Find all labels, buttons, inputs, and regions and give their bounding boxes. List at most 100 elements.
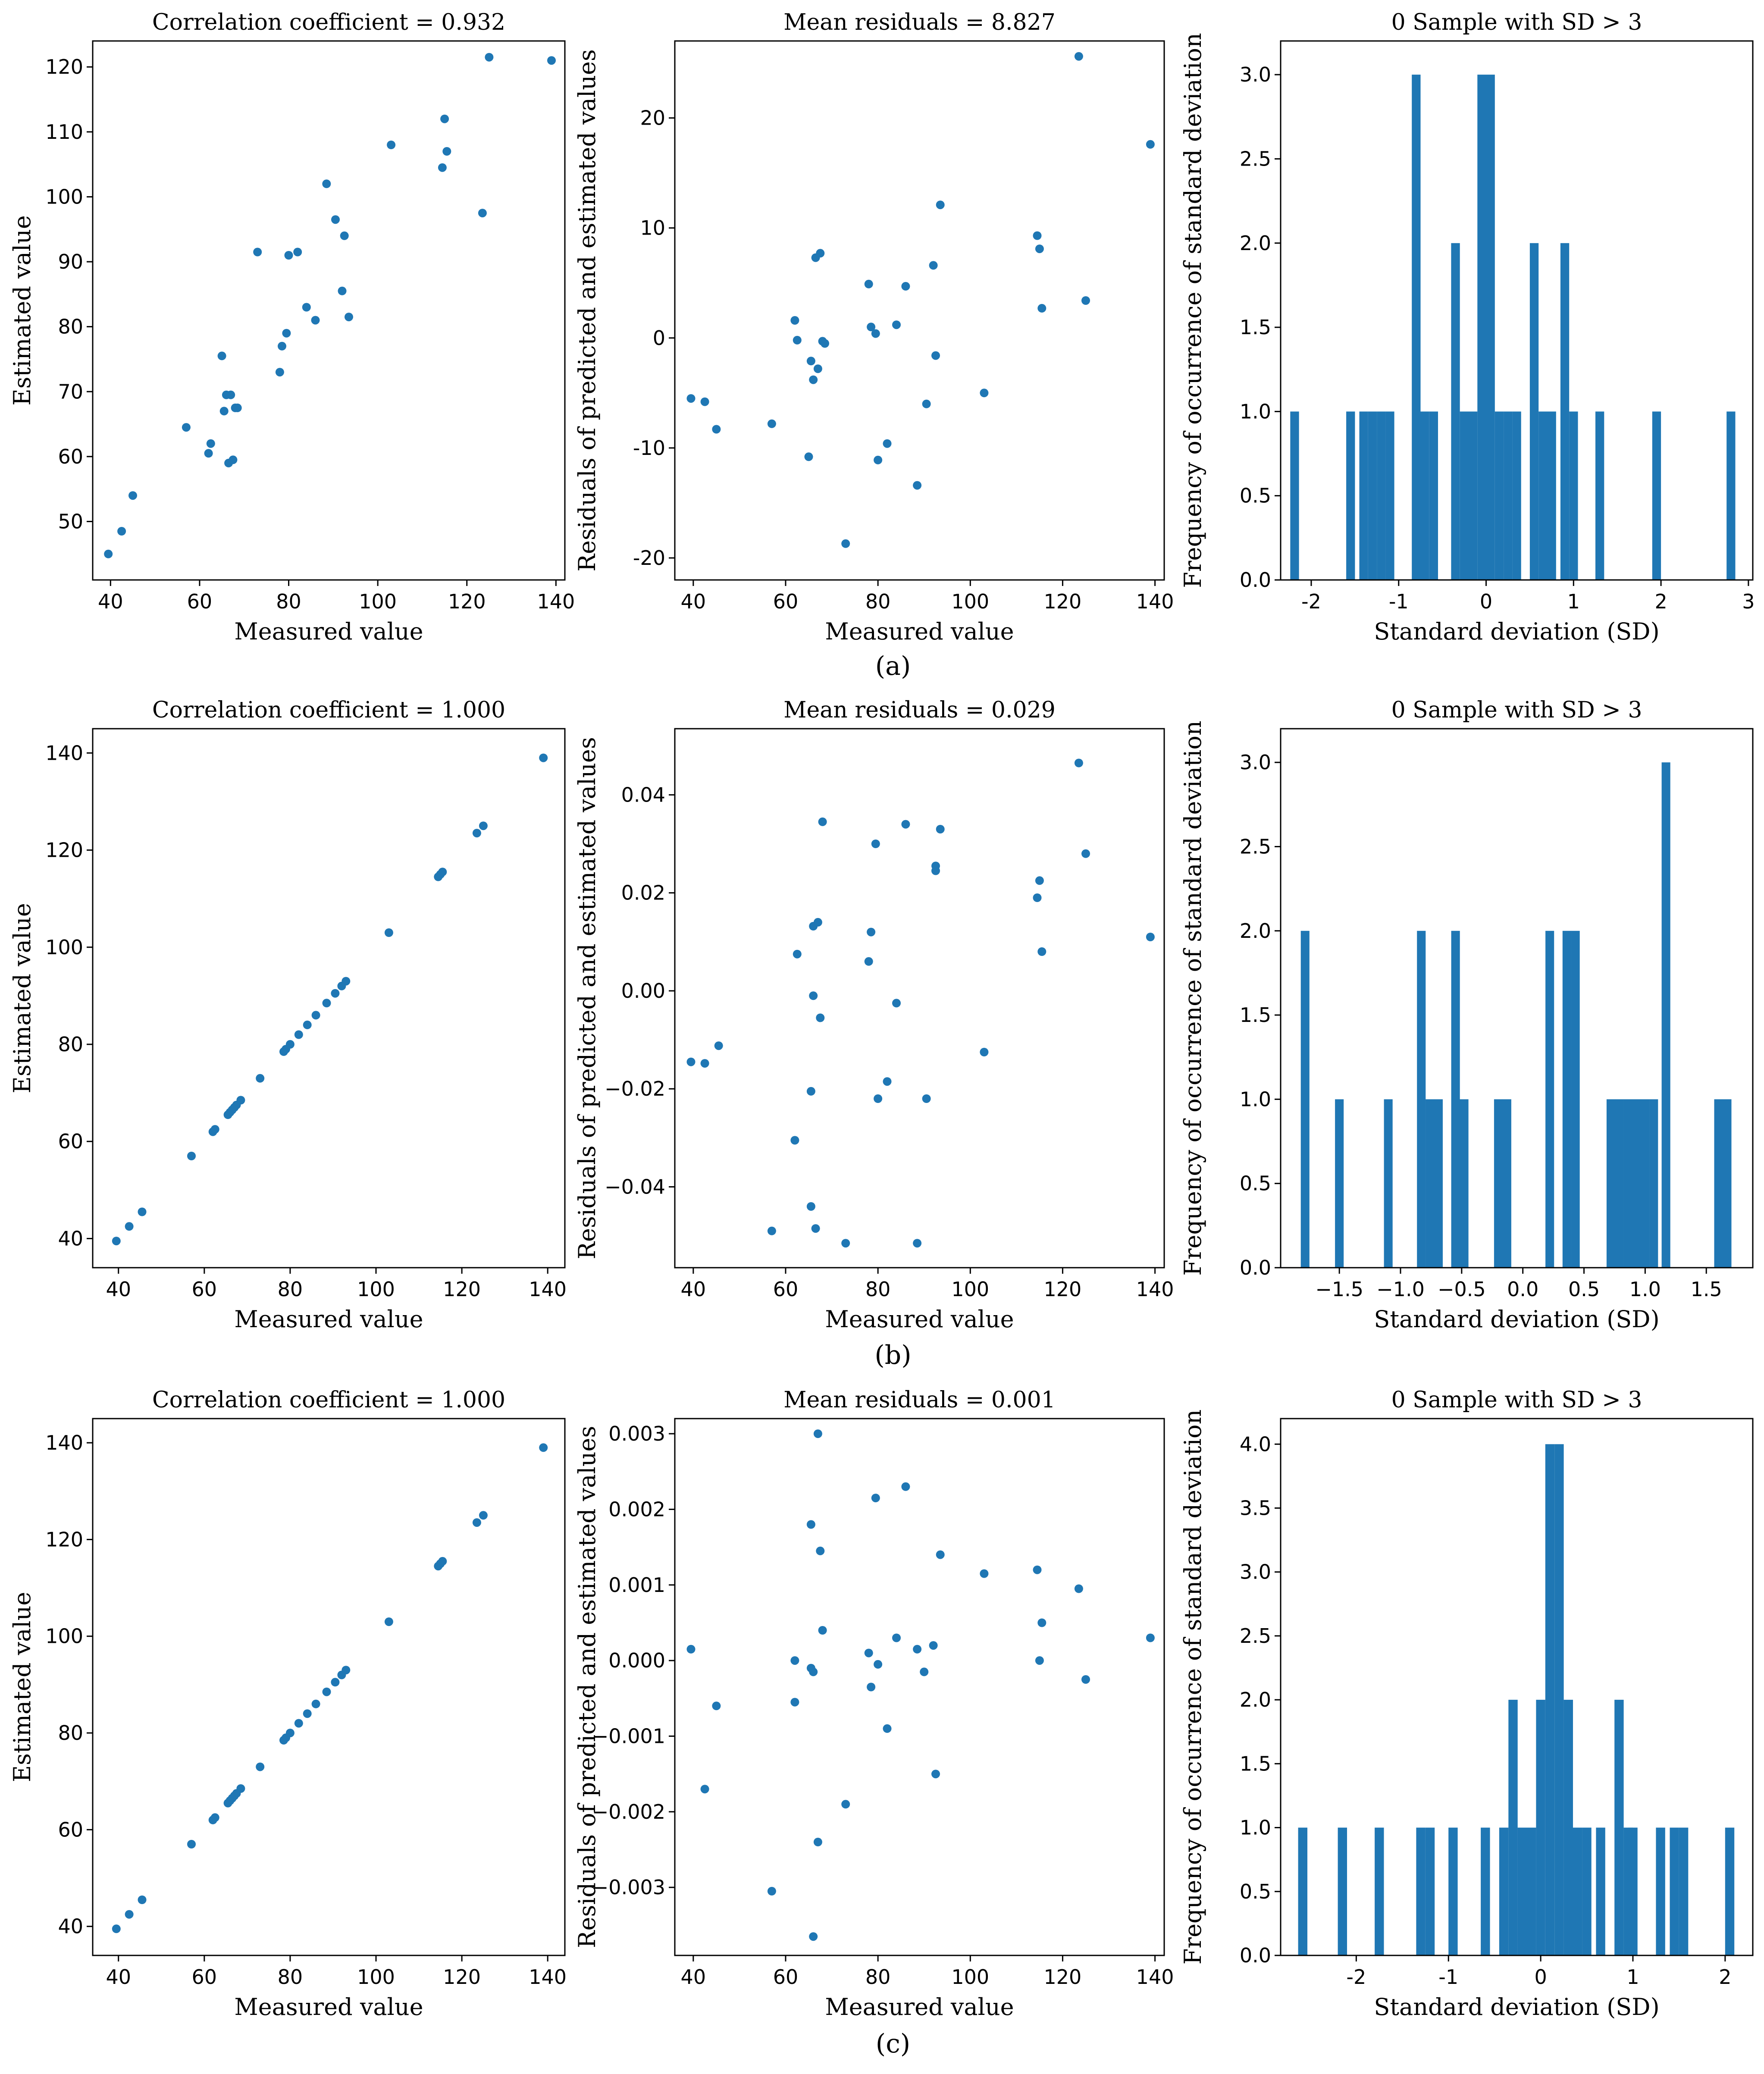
a-hist-xtick-label: 1 <box>1567 590 1580 613</box>
a-scatter-ytick-label: 70 <box>58 380 83 403</box>
b-hist-bar <box>1562 930 1571 1268</box>
a-resid-point <box>936 201 945 210</box>
a-hist-bar <box>1368 411 1377 580</box>
c-scatter-point <box>187 1840 196 1848</box>
b-scatter-xtick-label: 120 <box>443 1278 481 1301</box>
b-scatter-point <box>331 989 340 998</box>
c-resid-point <box>818 1626 827 1635</box>
b-resid-point <box>806 1202 815 1211</box>
a-resid-ytick-label: 10 <box>640 216 665 240</box>
b-hist-frame <box>1280 728 1754 1269</box>
a-scatter-point <box>282 329 291 338</box>
c-scatter-point <box>285 1729 295 1738</box>
c-hist-ytick-label: 0.5 <box>1240 1880 1271 1903</box>
c-scatter-point <box>331 1678 340 1687</box>
b-resid-xtick-label: 100 <box>951 1278 989 1301</box>
b-scatter-point <box>236 1096 245 1105</box>
b-hist-xtick-label: −1.0 <box>1376 1278 1425 1301</box>
b-resid-title: Mean residuals = 0.029 <box>783 697 1056 723</box>
c-scatter-point <box>322 1687 331 1696</box>
c-hist-bar <box>1425 1827 1435 1955</box>
b-scatter-panel: 40 60 80 100 120 140 40 60 80 100 120 140 Correlatio… <box>9 697 567 1333</box>
a-resid-point <box>700 397 709 406</box>
a-resid-point <box>816 249 825 258</box>
c-resid-point <box>790 1656 799 1665</box>
a-scatter-point <box>340 231 349 240</box>
c-scatter-point <box>342 1666 351 1675</box>
b-hist-xlabel: Standard deviation (SD) <box>1374 1306 1659 1333</box>
b-scatter-ytick-label: 120 <box>45 839 83 862</box>
c-scatter-xtick-label: 40 <box>106 1965 131 1989</box>
b-hist-bar <box>1494 1099 1503 1268</box>
a-scatter-point <box>233 403 242 412</box>
c-hist-frame <box>1280 1418 1754 1956</box>
a-resid-point <box>790 316 799 325</box>
b-hist-bar <box>1417 930 1426 1268</box>
b-hist-bar <box>1502 1099 1511 1268</box>
b-resid-point <box>931 866 940 875</box>
a-resid-point <box>1037 304 1046 313</box>
b-hist-xtick-label: 1.0 <box>1629 1278 1661 1301</box>
b-hist-bar <box>1426 1099 1435 1268</box>
b-hist-bar <box>1434 1099 1443 1268</box>
b-resid-point <box>686 1057 696 1066</box>
b-hist-bar <box>1723 1099 1732 1268</box>
a-hist-xtick-label: -1 <box>1389 590 1409 613</box>
a-hist-bar <box>1595 411 1604 580</box>
a-hist-bar <box>1538 411 1548 580</box>
a-scatter-xtick-label: 100 <box>359 590 397 613</box>
c-resid-point <box>913 1645 922 1654</box>
a-resid-ytick-label: 20 <box>640 107 665 130</box>
c-resid-ytick-label: −0.002 <box>592 1800 665 1823</box>
b-scatter-xtick-label: 80 <box>278 1278 303 1301</box>
c-scatter-point <box>294 1719 303 1728</box>
c-resid-point <box>931 1770 940 1779</box>
a-resid-frame <box>674 40 1165 581</box>
b-resid-point <box>922 1094 931 1103</box>
b-resid-point <box>867 927 876 937</box>
c-scatter-point <box>236 1784 245 1793</box>
c-resid-point <box>867 1682 876 1692</box>
b-scatter-xtick-label: 60 <box>192 1278 217 1301</box>
c-hist-xtick-label: 1 <box>1626 1965 1639 1989</box>
c-scatter-point <box>384 1617 393 1626</box>
a-resid-point <box>1074 52 1083 61</box>
a-resid-xtick-label: 120 <box>1044 590 1082 613</box>
b-hist-bar <box>1545 930 1554 1268</box>
b-scatter-point <box>187 1152 196 1160</box>
c-hist-xtick-label: 0 <box>1534 1965 1547 1989</box>
a-scatter-ylabel: Estimated value <box>9 215 36 406</box>
c-hist-bar <box>1508 1700 1518 1955</box>
b-hist-bar <box>1571 930 1580 1268</box>
c-resid-point <box>809 1667 818 1676</box>
a-hist-bar <box>1569 411 1578 580</box>
b-resid-point <box>1146 933 1155 941</box>
a-hist-bar <box>1346 411 1355 580</box>
b-resid-point <box>811 1224 820 1233</box>
c-scatter-ytick-label: 60 <box>58 1818 83 1841</box>
c-hist-bar <box>1536 1700 1545 1955</box>
c-hist-ytick-label: 4.0 <box>1240 1432 1271 1456</box>
c-resid-point <box>809 1932 818 1941</box>
a-resid-point <box>980 388 989 398</box>
b-resid-point <box>714 1041 723 1050</box>
a-scatter-point <box>478 209 487 218</box>
b-scatter-ytick-label: 40 <box>58 1227 83 1250</box>
b-resid-panel: 40 60 80 100 120 140 −0.04 −0.02 0.00 0.02 0.04 Mea… <box>573 697 1174 1333</box>
b-hist-xtick-label: −0.5 <box>1438 1278 1486 1301</box>
c-scatter-point <box>138 1895 147 1904</box>
a-hist-bar <box>1560 243 1570 580</box>
a-resid-ylabel: Residuals of predicted and estimated val… <box>573 49 601 571</box>
c-hist-bar <box>1298 1827 1307 1955</box>
a-resid-point <box>806 357 815 366</box>
a-scatter-point <box>345 313 353 322</box>
b-scatter-point <box>472 829 481 838</box>
c-scatter-ytick-label: 100 <box>45 1625 83 1648</box>
b-resid-point <box>790 1136 799 1145</box>
b-scatter-xtick-label: 100 <box>357 1278 395 1301</box>
c-hist-xtick-label: -1 <box>1438 1965 1458 1989</box>
a-scatter-ytick-label: 90 <box>58 250 83 273</box>
a-resid-point <box>901 282 910 291</box>
c-resid-ytick-label: 0.000 <box>608 1649 665 1672</box>
